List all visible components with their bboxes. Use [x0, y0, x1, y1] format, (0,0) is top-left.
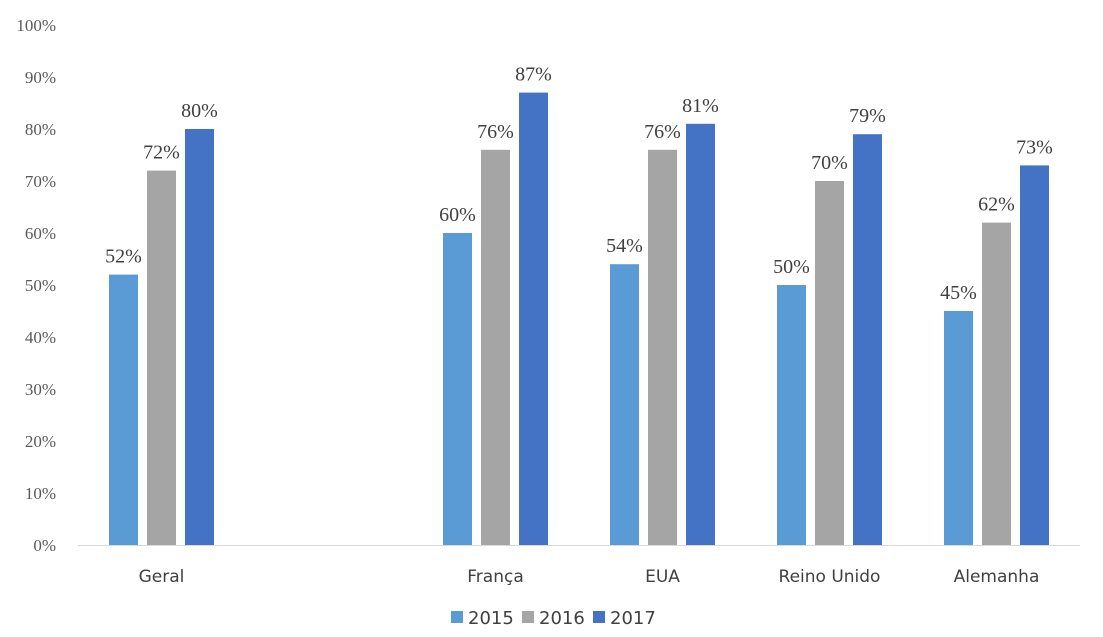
x-axis: Geral França EUA Reino Unido Alemanha	[139, 567, 1040, 587]
bar-2016	[815, 181, 844, 545]
data-label: 81%	[682, 95, 719, 117]
bar-2015	[610, 264, 639, 545]
bar-2015	[109, 274, 138, 545]
data-label: 45%	[940, 282, 977, 304]
data-labels: 52%72%80%60%76%87%54%76%81%50%70%79%45%6…	[105, 64, 1053, 304]
legend-swatch-2016	[522, 611, 534, 623]
bar-2017	[686, 123, 715, 546]
data-label: 54%	[606, 235, 643, 257]
bar-2016	[648, 149, 677, 546]
x-tick-label: Alemanha	[954, 567, 1040, 587]
y-axis: 0% 10% 20% 30% 40% 50% 60% 70% 80% 90% 100%	[16, 16, 56, 555]
legend: 2015 2016 2017	[451, 608, 656, 629]
bar-2017	[185, 129, 214, 545]
bar-2016	[982, 222, 1011, 545]
y-tick-label: 70%	[25, 172, 56, 191]
data-label: 76%	[477, 121, 514, 143]
y-tick-label: 30%	[25, 380, 56, 399]
data-label: 62%	[978, 194, 1015, 216]
data-label: 80%	[181, 100, 218, 122]
bar-2017	[519, 92, 548, 545]
x-tick-label: França	[467, 567, 524, 587]
bars	[109, 92, 1049, 546]
legend-label: 2016	[539, 608, 585, 629]
x-tick-label: EUA	[645, 567, 680, 587]
y-tick-label: 80%	[25, 120, 56, 139]
bar-2015	[944, 311, 973, 545]
y-tick-label: 50%	[25, 276, 56, 295]
data-label: 72%	[143, 142, 180, 164]
legend-label: 2015	[468, 608, 514, 629]
data-label: 60%	[439, 204, 476, 226]
bar-2017	[1020, 165, 1049, 545]
data-label: 87%	[515, 64, 552, 86]
y-tick-label: 10%	[25, 484, 56, 503]
bar-2017	[853, 134, 882, 545]
y-tick-label: 40%	[25, 328, 56, 347]
bar-2016	[147, 170, 176, 545]
data-label: 73%	[1016, 136, 1053, 158]
bar-2015	[777, 285, 806, 545]
legend-label: 2017	[610, 608, 656, 629]
legend-swatch-2017	[593, 611, 605, 623]
bar-2016	[481, 149, 510, 546]
data-label: 52%	[105, 246, 142, 268]
data-label: 50%	[773, 256, 810, 278]
data-label: 76%	[644, 121, 681, 143]
y-tick-label: 0%	[33, 536, 56, 555]
x-tick-label: Geral	[139, 567, 185, 587]
x-tick-label: Reino Unido	[779, 567, 881, 587]
data-label: 70%	[811, 152, 848, 174]
y-tick-label: 60%	[25, 224, 56, 243]
y-tick-label: 20%	[25, 432, 56, 451]
bar-2015	[443, 233, 472, 545]
data-label: 79%	[849, 105, 886, 127]
y-tick-label: 90%	[25, 68, 56, 87]
legend-swatch-2015	[451, 611, 463, 623]
y-tick-label: 100%	[16, 16, 56, 35]
